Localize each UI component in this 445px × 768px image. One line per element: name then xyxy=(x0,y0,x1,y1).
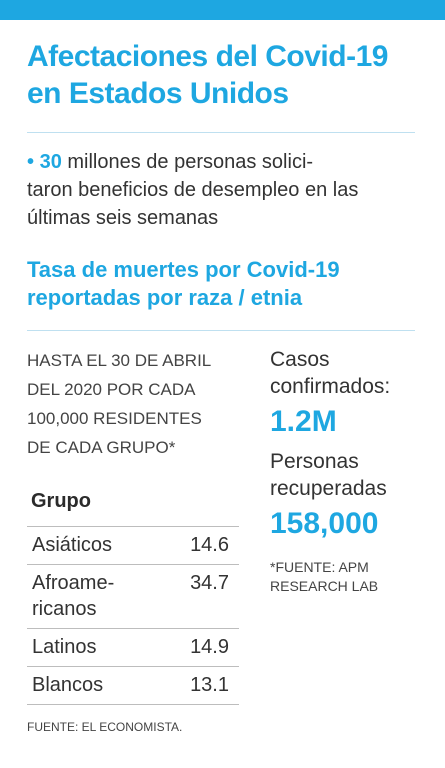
stats-source-line-2: Research Lab xyxy=(270,578,379,594)
recovered-label-line-1: Personas xyxy=(270,450,359,473)
group-cell: Latinos xyxy=(27,628,164,667)
bullet-line-3: últimas seis semanas xyxy=(27,207,219,229)
bullet-line-2: taron beneficios de desempleo en las xyxy=(27,179,359,201)
top-accent-bar xyxy=(0,0,445,20)
table-row: Asiáticos 14.6 xyxy=(27,526,239,565)
stats-source: *Fuente: APM Research Lab xyxy=(270,558,430,596)
divider-top xyxy=(27,132,415,133)
bullet-dot: • xyxy=(27,151,35,173)
chart-title-line-2: reportadas por raza / etnia xyxy=(27,285,303,310)
value-cell: 13.1 xyxy=(164,666,239,705)
table-row: Latinos 14.9 xyxy=(27,628,239,667)
table-column-header: Grupo xyxy=(31,490,91,512)
confirmed-value: 1.2M xyxy=(270,405,337,438)
page-title-line-1: Afectaciones del Covid-19 xyxy=(27,40,388,73)
death-rate-table: Asiáticos 14.6 Afroame-ricanos 34.7 Lati… xyxy=(27,526,239,705)
group-label: Blancos xyxy=(32,674,104,696)
group-label: Asiáticos xyxy=(32,534,113,556)
bullet-line-1: • 30 millones de personas solici- xyxy=(27,148,422,176)
confirmed-label-line-1: Casos xyxy=(270,348,330,371)
stats-column: Casos confirmados: 1.2M Personas recuper… xyxy=(270,346,430,596)
group-label: Afroame- xyxy=(32,572,115,594)
table-row: Blancos 13.1 xyxy=(27,666,239,705)
group-cell: Blancos xyxy=(27,666,164,705)
group-label-continued: ricanos xyxy=(32,598,97,620)
page-title-line-2: en Estados Unidos xyxy=(27,77,289,110)
stats-source-line-1: *Fuente: APM xyxy=(270,559,369,575)
chart-note-line-3: 100,000 residentes xyxy=(27,409,202,428)
divider-middle xyxy=(27,330,415,331)
chart-note: Hasta el 30 de abril del 2020 por cada 1… xyxy=(27,346,257,462)
chart-note-line-2: del 2020 por cada xyxy=(27,380,196,399)
chart-note-line-1: Hasta el 30 de abril xyxy=(27,351,212,370)
recovered-label-line-2: recuperadas xyxy=(270,477,387,500)
group-cell: Afroame-ricanos xyxy=(27,564,164,629)
table-row: Afroame-ricanos 34.7 xyxy=(27,564,239,629)
chart-note-line-4: de cada grupo* xyxy=(27,438,176,457)
value-cell: 34.7 xyxy=(164,564,239,629)
chart-title: Tasa de muertes por Covid-19 reportadas … xyxy=(27,256,422,312)
recovered-value: 158,000 xyxy=(270,507,379,540)
footer-source: Fuente: El Economista. xyxy=(27,720,183,734)
bullet-line-1-text: millones de personas solici- xyxy=(61,151,314,173)
confirmed-label-line-2: confirmados: xyxy=(270,375,391,398)
group-cell: Asiáticos xyxy=(27,526,164,565)
bullet-number: 30 xyxy=(39,151,62,173)
value-cell: 14.9 xyxy=(164,628,239,667)
page-title: Afectaciones del Covid-19 en Estados Uni… xyxy=(27,38,427,112)
value-cell: 14.6 xyxy=(164,526,239,565)
chart-title-line-1: Tasa de muertes por Covid-19 xyxy=(27,257,340,282)
group-label: Latinos xyxy=(32,636,97,658)
unemployment-bullet: • 30 millones de personas solici- taron … xyxy=(27,148,422,232)
